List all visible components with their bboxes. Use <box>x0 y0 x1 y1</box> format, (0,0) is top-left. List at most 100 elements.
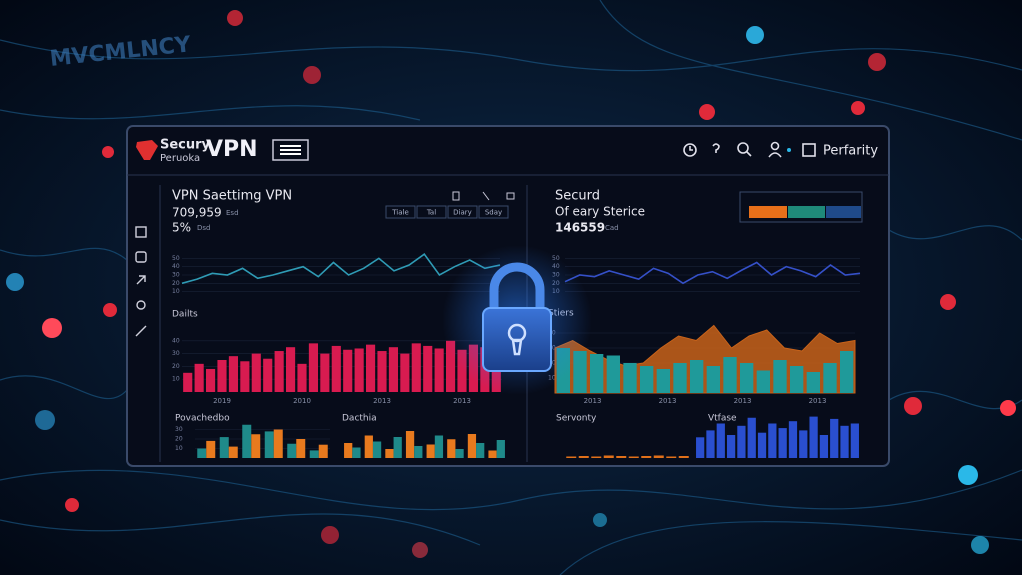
bar <box>308 343 318 392</box>
bar <box>296 439 306 458</box>
search-icon[interactable] <box>737 142 752 157</box>
bar <box>264 431 274 458</box>
left-title: VPN Saettimg VPN <box>172 189 292 204</box>
tab[interactable] <box>416 205 447 219</box>
tool-icon[interactable] <box>506 192 515 200</box>
y-tick-label: 10 <box>175 445 183 452</box>
bar <box>790 366 804 393</box>
settings-icon[interactable] <box>802 143 816 157</box>
line-series <box>181 253 501 285</box>
bar <box>240 361 250 392</box>
brand-name: VPN <box>206 137 258 162</box>
chart-label: Servonty <box>556 414 597 424</box>
nav-icon[interactable] <box>136 300 146 310</box>
bar <box>840 425 849 458</box>
bar <box>309 450 319 458</box>
chart-label: Povachedbo <box>175 414 230 424</box>
tab-label[interactable]: Tal <box>426 209 436 217</box>
tab-label[interactable]: Tiale <box>391 209 409 217</box>
bar <box>723 357 737 393</box>
user-name[interactable]: Perfarity <box>823 144 878 159</box>
x-tick-label: 2013 <box>453 397 471 405</box>
bar <box>591 456 602 458</box>
bar <box>476 443 485 458</box>
x-tick-label: 2010 <box>293 397 311 405</box>
bar <box>799 430 808 458</box>
bar <box>756 370 770 393</box>
bar <box>467 434 477 458</box>
left-stat-sub-unit: Dsd <box>197 224 210 232</box>
bar <box>274 351 284 392</box>
y-tick-label: 30 <box>172 350 180 357</box>
bar <box>352 447 361 458</box>
bar <box>656 369 670 393</box>
bar <box>388 347 398 392</box>
bar <box>641 456 652 458</box>
bar <box>606 355 620 393</box>
y-tick-label: 20 <box>172 280 180 287</box>
bar <box>423 345 433 392</box>
bar <box>740 363 754 393</box>
bar <box>372 441 382 458</box>
help-icon[interactable] <box>712 143 720 153</box>
nav-icon[interactable] <box>136 275 146 285</box>
logo <box>136 140 158 160</box>
nav-icon[interactable] <box>135 226 147 238</box>
user-icon[interactable] <box>768 141 782 158</box>
tab[interactable] <box>478 205 509 219</box>
tab[interactable] <box>385 205 416 219</box>
line-series <box>564 261 861 285</box>
bar <box>331 345 341 392</box>
bar <box>318 444 328 458</box>
right-subtitle: Of eary Sterice <box>555 205 645 219</box>
bar <box>673 363 687 393</box>
bar <box>263 358 273 392</box>
bar <box>823 363 837 393</box>
bar <box>434 435 444 458</box>
bar <box>393 437 402 458</box>
right-tabs[interactable] <box>739 191 863 223</box>
bar <box>706 430 715 458</box>
right-stat-unit: Cad <box>605 224 619 232</box>
bar <box>366 344 376 392</box>
bar <box>447 439 456 458</box>
bar <box>377 351 387 392</box>
bar <box>400 353 410 392</box>
tool-icon[interactable] <box>482 191 490 201</box>
tool-icon[interactable] <box>452 191 460 201</box>
bar <box>850 423 859 458</box>
bar <box>696 437 705 458</box>
bar <box>273 429 283 458</box>
tab[interactable] <box>447 205 478 219</box>
chart-label: Dailts <box>172 310 198 320</box>
x-tick-label: 2013 <box>659 397 677 405</box>
bar <box>287 443 297 458</box>
bar <box>251 353 261 392</box>
bar <box>678 456 689 458</box>
bar <box>830 418 839 458</box>
bar <box>690 360 704 393</box>
brand-bottom: Peruoka <box>160 153 200 164</box>
nav-icon[interactable] <box>135 325 147 337</box>
bar <box>405 431 415 458</box>
bar <box>726 435 736 458</box>
clock-icon[interactable] <box>683 143 697 157</box>
tab-label[interactable]: Sday <box>485 209 502 217</box>
x-tick-label: 2019 <box>213 397 231 405</box>
y-tick-label: 10 <box>172 288 180 295</box>
right-stat: 146559 <box>555 221 605 235</box>
bar <box>628 456 639 458</box>
menu-button[interactable] <box>272 139 309 161</box>
bar <box>219 437 229 458</box>
bar <box>768 423 777 458</box>
x-tick-label: 2013 <box>809 397 827 405</box>
bar <box>251 434 261 458</box>
bar <box>590 354 604 393</box>
nav-icon[interactable] <box>135 251 147 263</box>
bar <box>809 416 818 458</box>
y-tick-label: 20 <box>172 363 180 370</box>
bar <box>603 455 614 458</box>
tab-label[interactable]: Diary <box>453 209 472 217</box>
